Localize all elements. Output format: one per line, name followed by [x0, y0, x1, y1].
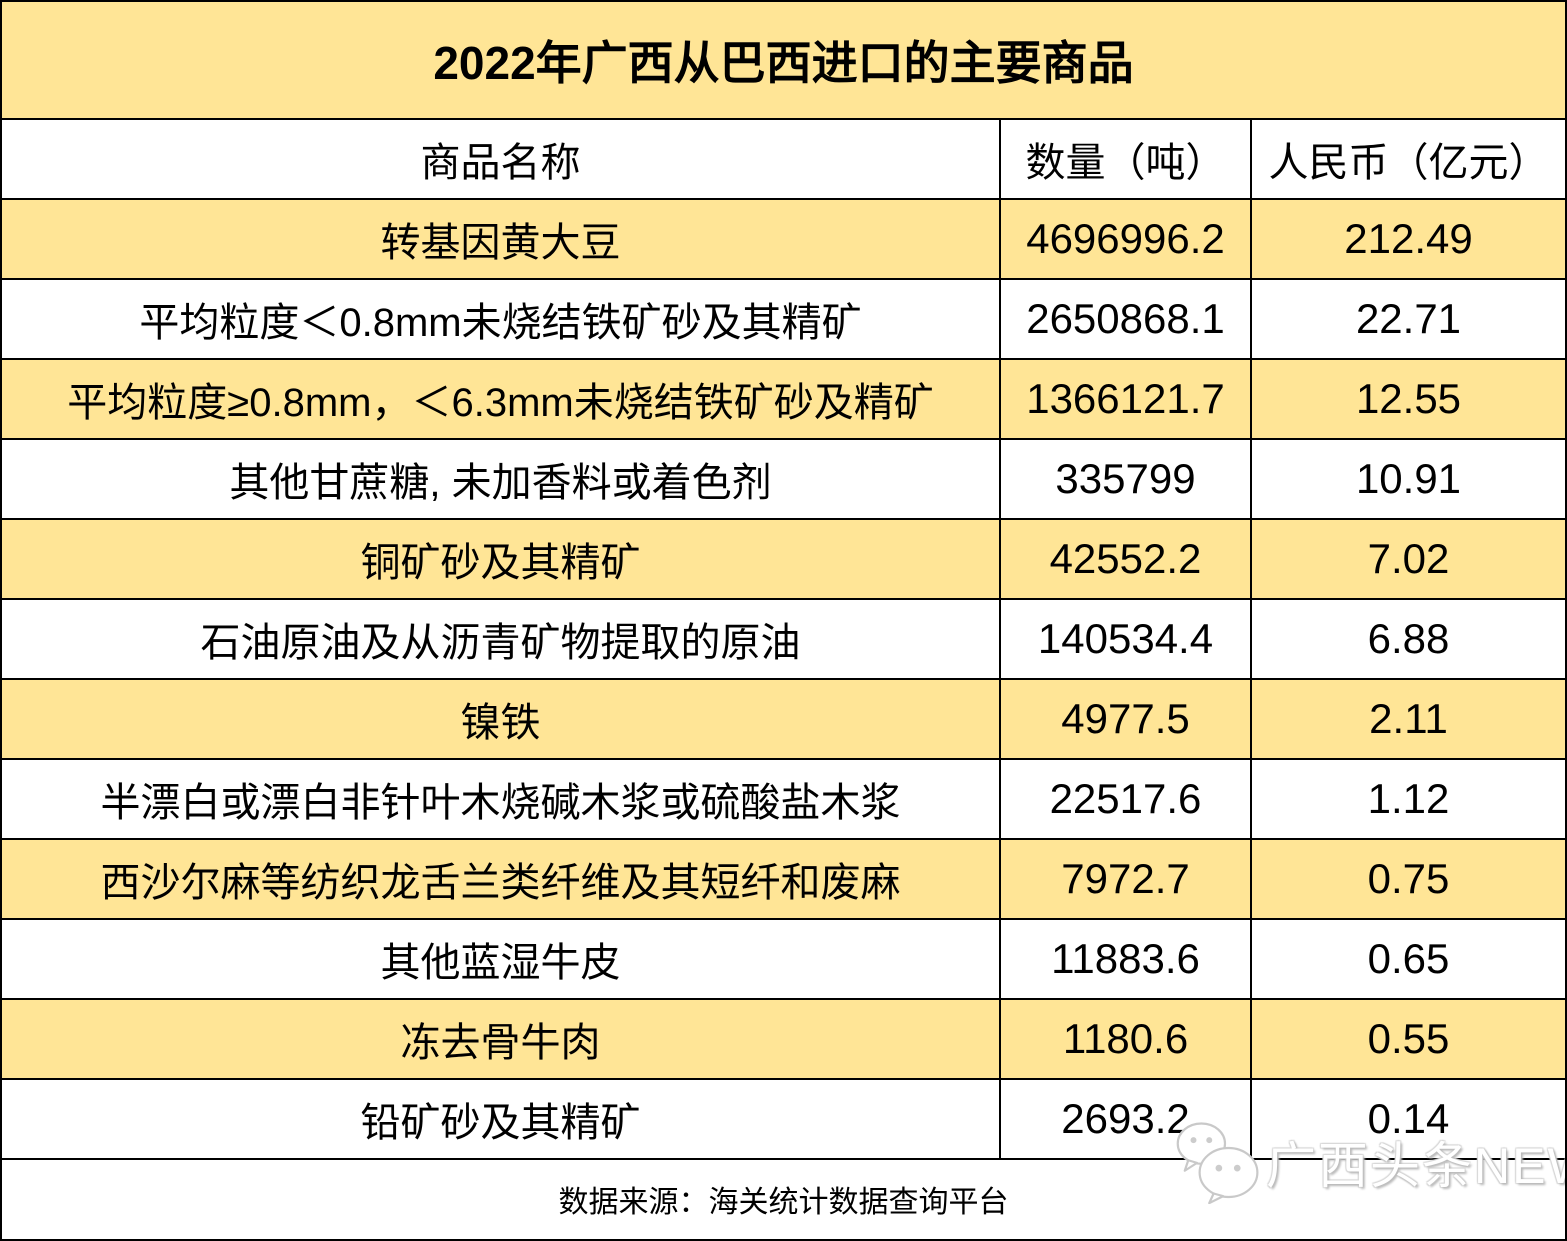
quantity-cell: 140534.4	[1001, 600, 1252, 678]
rmb-value-cell: 6.88	[1367, 615, 1450, 662]
table-row: 平均粒度≥0.8mm，＜6.3mm未烧结铁矿砂及精矿 1366121.7 12.…	[2, 360, 1565, 440]
quantity-cell: 2650868.1	[1001, 280, 1252, 358]
data-source-note: 数据来源：海关统计数据查询平台	[2, 1160, 1565, 1237]
column-header-commodity: 商品名称	[2, 120, 1001, 198]
quantity-cell: 7972.7	[1001, 840, 1252, 918]
quantity-cell: 11883.6	[1001, 920, 1252, 998]
rmb-value-cell: 0.14	[1367, 1095, 1450, 1142]
rmb-value-cell: 1.12	[1367, 775, 1450, 822]
commodity-name-cell: 其他甘蔗糖, 未加香料或着色剂	[2, 440, 1001, 518]
commodity-name-cell: 转基因黄大豆	[2, 200, 1001, 278]
quantity-cell: 1366121.7	[1001, 360, 1252, 438]
rmb-value-cell: 0.65	[1367, 935, 1450, 982]
commodity-name-cell: 镍铁	[2, 680, 1001, 758]
table-row: 冻去骨牛肉 1180.6 0.55	[2, 1000, 1565, 1080]
commodity-name-cell: 平均粒度≥0.8mm，＜6.3mm未烧结铁矿砂及精矿	[2, 360, 1001, 438]
commodity-name-cell: 石油原油及从沥青矿物提取的原油	[2, 600, 1001, 678]
commodity-name-cell: 铜矿砂及其精矿	[2, 520, 1001, 598]
table-row: 铅矿砂及其精矿 2693.2 0.14	[2, 1080, 1565, 1160]
quantity-cell: 4696996.2	[1001, 200, 1252, 278]
commodity-name-cell: 冻去骨牛肉	[2, 1000, 1001, 1078]
table-row: 转基因黄大豆 4696996.2 212.49	[2, 200, 1565, 280]
page-title: 2022年广西从巴西进口的主要商品	[2, 2, 1565, 120]
quantity-cell: 42552.2	[1001, 520, 1252, 598]
column-header-rmb: 人民币（亿元）	[1268, 141, 1549, 185]
rmb-value-cell: 22.71	[1355, 295, 1462, 342]
commodity-name-cell: 其他蓝湿牛皮	[2, 920, 1001, 998]
table-row: 石油原油及从沥青矿物提取的原油 140534.4 6.88	[2, 600, 1565, 680]
table-body: 转基因黄大豆 4696996.2 212.49 平均粒度＜0.8mm未烧结铁矿砂…	[2, 200, 1565, 1160]
table-row: 半漂白或漂白非针叶木烧碱木浆或硫酸盐木浆 22517.6 1.12	[2, 760, 1565, 840]
table-header-row: 商品名称 数量（吨） 人民币（亿元）	[2, 120, 1565, 200]
rmb-value-cell: 0.55	[1367, 1015, 1450, 1062]
commodity-name-cell: 平均粒度＜0.8mm未烧结铁矿砂及其精矿	[2, 280, 1001, 358]
rmb-value-cell: 12.55	[1355, 375, 1462, 422]
column-header-quantity: 数量（吨）	[1001, 120, 1252, 198]
table-row: 铜矿砂及其精矿 42552.2 7.02	[2, 520, 1565, 600]
rmb-value-cell: 212.49	[1344, 215, 1473, 262]
commodity-name-cell: 铅矿砂及其精矿	[2, 1080, 1001, 1158]
rmb-value-cell: 2.11	[1369, 695, 1448, 742]
rmb-value-cell: 10.91	[1355, 455, 1462, 502]
table-row: 西沙尔麻等纺织龙舌兰类纤维及其短纤和废麻 7972.7 0.75	[2, 840, 1565, 920]
quantity-cell: 1180.6	[1001, 1000, 1252, 1078]
table-row: 其他蓝湿牛皮 11883.6 0.65	[2, 920, 1565, 1000]
table-row: 镍铁 4977.5 2.11	[2, 680, 1565, 760]
quantity-cell: 4977.5	[1001, 680, 1252, 758]
rmb-value-cell: 7.02	[1367, 535, 1450, 582]
commodity-name-cell: 半漂白或漂白非针叶木烧碱木浆或硫酸盐木浆	[2, 760, 1001, 838]
quantity-cell: 2693.2	[1001, 1080, 1252, 1158]
quantity-cell: 335799	[1001, 440, 1252, 518]
quantity-cell: 22517.6	[1001, 760, 1252, 838]
commodity-name-cell: 西沙尔麻等纺织龙舌兰类纤维及其短纤和废麻	[2, 840, 1001, 918]
rmb-value-cell: 0.75	[1367, 855, 1450, 902]
table-row: 平均粒度＜0.8mm未烧结铁矿砂及其精矿 2650868.1 22.71	[2, 280, 1565, 360]
table-row: 其他甘蔗糖, 未加香料或着色剂 335799 10.91	[2, 440, 1565, 520]
